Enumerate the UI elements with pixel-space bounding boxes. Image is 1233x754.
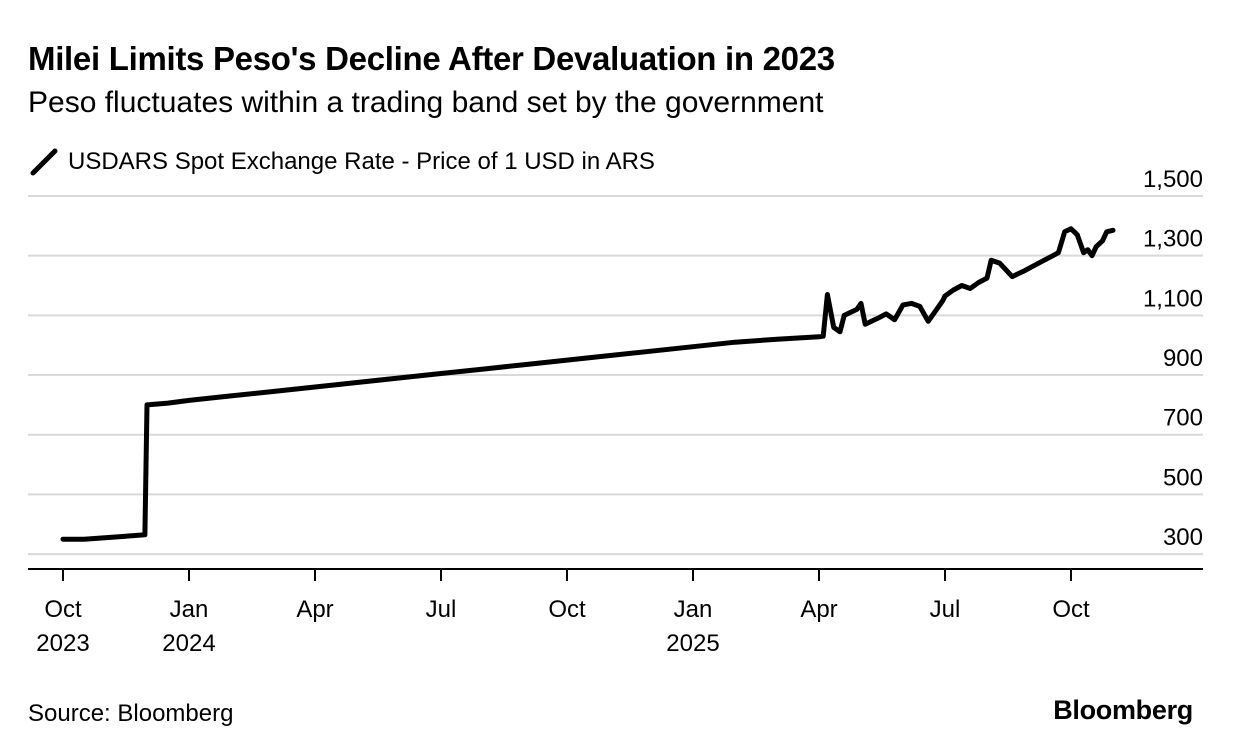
x-tick-year-2025: 2025 [666, 630, 719, 657]
x-tick-label-apr: Apr [296, 596, 333, 623]
y-tick-label-1100: 1,100 [1143, 285, 1203, 312]
y-tick-label-300: 300 [1163, 524, 1203, 551]
x-tick-label-jul: Jul [930, 596, 961, 623]
line-chart: 300 500 700 900 1,100 1,300 1,500 Oct 2023 Jan 20… [28, 166, 1203, 657]
x-tick-label-oct: Oct [548, 596, 586, 623]
x-tick-label-oct: Oct [1052, 596, 1090, 623]
legend: USDARS Spot Exchange Rate - Price of 1 U… [30, 148, 655, 176]
x-tick-year-2024: 2024 [162, 630, 215, 657]
x-tick-label-jan: Jan [674, 596, 713, 623]
x-tick-year-2023: 2023 [36, 630, 89, 657]
y-tick-label-700: 700 [1163, 405, 1203, 432]
x-tick-label-jul: Jul [426, 596, 457, 623]
x-axis-ticks: Oct 2023 Jan 2024 Apr Jul Oct Jan 2025 Apr Jul Oct [36, 569, 1090, 657]
legend-line-icon [30, 148, 58, 176]
y-axis-labels: 300 500 700 900 1,100 1,300 1,500 [1143, 166, 1203, 551]
x-tick-label-apr: Apr [800, 596, 837, 623]
chart-title: Milei Limits Peso's Decline After Devalu… [28, 40, 835, 77]
bloomberg-logo: Bloomberg [1053, 695, 1193, 725]
source-note: Source: Bloomberg [28, 700, 234, 727]
grid-lines [28, 195, 1203, 556]
x-tick-label-oct: Oct [44, 596, 82, 623]
y-tick-label-500: 500 [1163, 464, 1203, 491]
x-tick-label-jan: Jan [170, 596, 209, 623]
y-tick-label-1300: 1,300 [1143, 226, 1203, 253]
y-tick-label-900: 900 [1163, 345, 1203, 372]
legend-label: USDARS Spot Exchange Rate - Price of 1 U… [68, 148, 655, 175]
series-line-usdars [60, 226, 1116, 542]
y-tick-label-1500: 1,500 [1143, 166, 1203, 193]
chart-subtitle: Peso fluctuates within a trading band se… [28, 86, 824, 119]
